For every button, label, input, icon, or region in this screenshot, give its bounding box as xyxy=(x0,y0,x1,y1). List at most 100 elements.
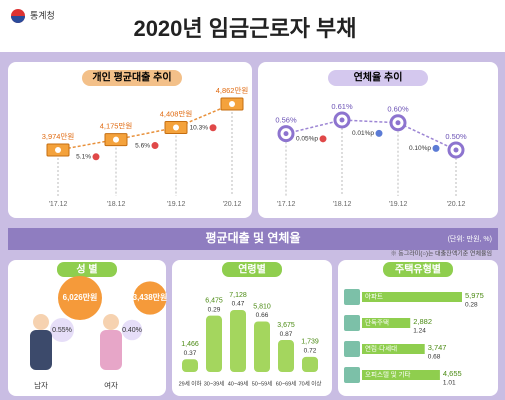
rate-label: 0.29 xyxy=(208,306,221,313)
x-label: '17.12 xyxy=(277,201,296,208)
value-label: 4,862만원 xyxy=(216,86,249,95)
change-label: 10.3% xyxy=(190,124,209,131)
category: 60~69세 xyxy=(276,379,297,387)
rate-label: 0.55% xyxy=(52,327,72,334)
x-label: '20.12 xyxy=(447,201,466,208)
section-title: 평균대출 및 연체율 xyxy=(206,230,301,245)
loan-label: 5,810 xyxy=(253,303,271,310)
panel-title: 성 별 xyxy=(76,263,97,276)
loan-label: 3,675 xyxy=(277,322,295,329)
loan-bubble xyxy=(58,276,102,320)
rate-label: 0.28 xyxy=(465,302,478,309)
x-label: '20.12 xyxy=(223,201,242,208)
coin xyxy=(55,147,61,153)
x-label: '18.12 xyxy=(107,201,126,208)
category: 30~39세 xyxy=(204,379,225,387)
age-bar xyxy=(206,315,222,372)
change-label: 0.05%p xyxy=(296,136,318,143)
panel-title-bg xyxy=(82,70,182,86)
panel-loan xyxy=(8,62,252,218)
loan-bubble xyxy=(133,281,167,315)
age-bar xyxy=(302,356,318,372)
rate-bubble xyxy=(50,318,74,342)
rate-label: 0.47 xyxy=(232,301,245,308)
change-icon xyxy=(151,142,159,150)
rate-label: 1.01 xyxy=(443,380,456,387)
loan-label: 2,882 xyxy=(413,317,432,326)
logo-half xyxy=(11,16,25,23)
unit: (단위: 만원, %) xyxy=(448,234,492,243)
change-label: 0.01%p xyxy=(352,130,374,137)
note: ※ 동그라미(○)는 대출잔액기준 연체율임 xyxy=(391,250,492,258)
coin xyxy=(173,124,179,131)
house-icon xyxy=(344,315,360,331)
category: 40~49세 xyxy=(228,379,249,387)
change-icon xyxy=(209,124,217,132)
category: 아파트 xyxy=(365,292,383,301)
loan-label: 7,128 xyxy=(229,292,247,299)
x-label: '18.12 xyxy=(333,201,352,208)
panel-age xyxy=(172,260,332,396)
value-label: 0.56% xyxy=(275,116,297,125)
loan-label: 6,475 xyxy=(205,298,223,305)
house-icon xyxy=(344,367,360,383)
header-band xyxy=(0,0,505,52)
trend-line xyxy=(285,119,457,151)
coin xyxy=(229,101,235,107)
person xyxy=(30,330,52,370)
panel-title-bg xyxy=(222,262,282,277)
category: 50~59세 xyxy=(252,379,273,387)
change-icon xyxy=(432,144,440,152)
section-bar xyxy=(8,228,498,250)
x-label: '17.12 xyxy=(49,201,68,208)
category: 오피스텔 및 기타 xyxy=(365,370,410,379)
rate-bubble xyxy=(121,319,143,341)
category: 남자 xyxy=(34,381,48,390)
value-label: 4,175만원 xyxy=(100,122,133,131)
category: 여자 xyxy=(104,380,118,390)
person-head xyxy=(33,314,49,330)
value-label: 0.61% xyxy=(331,102,353,111)
person-head xyxy=(103,314,119,330)
value-label: 4,408만원 xyxy=(160,110,193,119)
loan-label: 5,975 xyxy=(465,291,484,300)
house-bar xyxy=(362,318,411,328)
age-bar xyxy=(182,359,198,372)
value-label: 0.60% xyxy=(387,105,409,114)
coin xyxy=(113,136,119,143)
category: 70세 이상 xyxy=(299,379,322,387)
value-label: 0.50% xyxy=(445,132,467,141)
age-bar xyxy=(230,310,246,372)
panel-title: 연령별 xyxy=(238,263,266,276)
loan-label: 6,026만원 xyxy=(63,292,98,302)
house-icon xyxy=(344,289,360,305)
panel-title: 개인 평균대출 추이 xyxy=(92,71,171,84)
category: 29세 이하 xyxy=(179,379,202,387)
house-bar xyxy=(362,292,462,302)
loan-label: 3,438만원 xyxy=(133,292,168,302)
category: 연립·다세대 xyxy=(365,344,397,353)
loan-label: 4,655 xyxy=(443,369,462,378)
rate-label: 0.40% xyxy=(122,327,142,334)
house-icon xyxy=(344,341,360,357)
rate-label: 0.87 xyxy=(280,331,293,338)
panel-title-bg xyxy=(383,262,453,277)
change-icon xyxy=(375,129,383,137)
change-label: 5.6% xyxy=(135,142,150,149)
rate-label: 0.68 xyxy=(428,354,441,361)
rate-dot xyxy=(339,117,345,123)
x-label: '19.12 xyxy=(167,201,186,208)
panel-title: 주택유형별 xyxy=(395,263,441,276)
category: 단독주택 xyxy=(365,318,389,327)
loan-label: 1,466 xyxy=(181,341,199,348)
rate-label: 0.72 xyxy=(304,348,317,355)
change-icon xyxy=(92,153,100,161)
value-label: 3,974만원 xyxy=(42,132,75,141)
house-bar xyxy=(362,344,425,354)
x-label: '19.12 xyxy=(389,201,408,208)
rate-dot xyxy=(283,131,289,137)
change-label: 5.1% xyxy=(76,154,91,161)
house-bar xyxy=(362,370,440,380)
person xyxy=(100,330,122,370)
panel-delinquency xyxy=(258,62,498,218)
